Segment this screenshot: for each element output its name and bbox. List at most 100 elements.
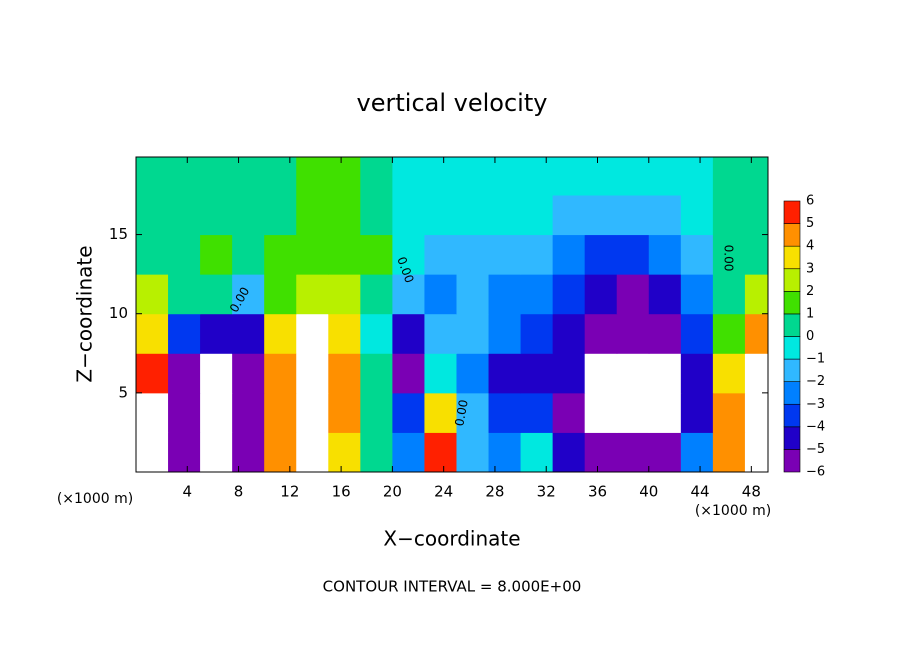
colorbar-band — [783, 336, 801, 360]
cell — [520, 194, 554, 236]
cell — [552, 392, 586, 433]
cell — [392, 234, 425, 275]
cell — [680, 392, 714, 433]
x-tick-label: 20 — [383, 483, 402, 501]
cell — [232, 432, 265, 473]
colorbar-label: 5 — [806, 216, 814, 231]
cell — [328, 353, 361, 394]
cell — [264, 234, 297, 275]
cell — [168, 274, 201, 315]
cell — [584, 157, 618, 196]
colorbar-label: 3 — [806, 261, 814, 276]
cell — [264, 194, 297, 236]
cell — [552, 234, 586, 275]
cell — [264, 274, 297, 315]
y-tick-label: 15 — [109, 225, 128, 243]
cell — [488, 392, 522, 433]
x-tick-label: 24 — [434, 483, 453, 501]
colorbar-label: −5 — [806, 442, 825, 457]
cell — [712, 274, 746, 315]
cell — [392, 313, 425, 354]
cell — [232, 194, 265, 236]
cell — [744, 157, 769, 196]
cell — [648, 353, 682, 394]
x-tick-label: 12 — [280, 483, 299, 501]
colorbar-band — [783, 268, 801, 292]
cell — [456, 432, 490, 473]
cell — [744, 353, 769, 394]
cell — [616, 313, 650, 354]
cell — [168, 432, 201, 473]
cell — [360, 432, 393, 473]
cell — [264, 313, 297, 354]
cell — [392, 432, 425, 473]
cell — [488, 234, 522, 275]
cell — [648, 157, 682, 196]
cell — [712, 353, 746, 394]
cell — [200, 194, 233, 236]
cell — [648, 313, 682, 354]
cell — [200, 353, 233, 394]
contour-label: 0.00 — [722, 245, 736, 272]
cell — [456, 234, 490, 275]
cell — [712, 392, 746, 433]
x-unit: (×1000 m) — [695, 503, 771, 519]
cell — [360, 392, 393, 433]
cell — [648, 194, 682, 236]
cell — [520, 234, 554, 275]
cell — [392, 157, 425, 196]
cell — [232, 157, 265, 196]
cell — [296, 234, 329, 275]
cell — [712, 157, 746, 196]
cell — [424, 313, 457, 354]
x-axis-label: X−coordinate — [383, 527, 520, 551]
cell — [328, 313, 361, 354]
x-tick-label: 28 — [485, 483, 504, 501]
cell — [136, 313, 169, 354]
cell — [200, 432, 233, 473]
cell — [584, 313, 618, 354]
cell — [680, 432, 714, 473]
cell — [392, 392, 425, 433]
cell — [456, 157, 490, 196]
cell — [520, 313, 554, 354]
cell — [584, 353, 618, 394]
x-tick-label: 4 — [183, 483, 193, 501]
colorbar-label: 4 — [806, 239, 814, 254]
cell — [712, 313, 746, 354]
cell — [456, 194, 490, 236]
cell — [584, 274, 618, 315]
cell — [744, 432, 769, 473]
colorbar-band — [783, 291, 801, 315]
cell — [296, 353, 329, 394]
cell — [520, 432, 554, 473]
cell — [744, 234, 769, 275]
cell — [648, 432, 682, 473]
colorbar-band — [783, 245, 801, 270]
x-tick-label: 32 — [537, 483, 556, 501]
cell — [264, 353, 297, 394]
y-axis-label: Z−coordinate — [73, 245, 97, 382]
cell — [296, 194, 329, 236]
cell — [392, 194, 425, 236]
chart-title: vertical velocity — [357, 89, 548, 117]
cell — [360, 194, 393, 236]
cell — [712, 194, 746, 236]
colorbar-label: −6 — [806, 465, 825, 480]
cell — [296, 392, 329, 433]
footer: CONTOUR INTERVAL = 8.000E+00 — [323, 578, 582, 596]
cell — [232, 234, 265, 275]
cell — [360, 157, 393, 196]
cell — [424, 353, 457, 394]
colorbar-label: 2 — [806, 284, 814, 299]
cell — [488, 194, 522, 236]
cell — [456, 353, 490, 394]
x-tick-label: 48 — [742, 483, 761, 501]
colorbar-band — [783, 403, 801, 428]
x-tick-label: 40 — [639, 483, 658, 501]
cell — [296, 313, 329, 354]
cell — [424, 234, 457, 275]
cell — [552, 432, 586, 473]
x-tick-label: 8 — [234, 483, 244, 501]
